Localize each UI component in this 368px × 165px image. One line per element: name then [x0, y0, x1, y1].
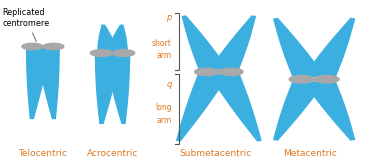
- Ellipse shape: [314, 75, 339, 83]
- Text: Submetacentric: Submetacentric: [179, 149, 251, 158]
- Polygon shape: [274, 80, 323, 140]
- Text: long: long: [155, 103, 172, 112]
- Text: Telocentric: Telocentric: [18, 149, 67, 158]
- Ellipse shape: [22, 43, 43, 50]
- Polygon shape: [305, 18, 354, 79]
- Text: q: q: [167, 80, 172, 89]
- Text: Replicated
centromere: Replicated centromere: [3, 8, 50, 42]
- Ellipse shape: [219, 68, 243, 76]
- Polygon shape: [105, 54, 130, 123]
- Text: Acrocentric: Acrocentric: [87, 149, 138, 158]
- Ellipse shape: [289, 75, 314, 83]
- Polygon shape: [107, 25, 127, 52]
- Ellipse shape: [90, 50, 113, 56]
- Polygon shape: [177, 73, 227, 141]
- Ellipse shape: [43, 43, 64, 50]
- Polygon shape: [95, 54, 120, 123]
- Polygon shape: [98, 25, 118, 52]
- Ellipse shape: [195, 68, 219, 76]
- Polygon shape: [274, 18, 323, 79]
- Polygon shape: [36, 48, 59, 118]
- Polygon shape: [211, 16, 255, 71]
- Polygon shape: [210, 73, 261, 141]
- Polygon shape: [305, 80, 354, 140]
- Text: arm: arm: [157, 51, 172, 60]
- Text: arm: arm: [157, 116, 172, 125]
- Text: p: p: [167, 13, 172, 22]
- Ellipse shape: [113, 50, 135, 56]
- Text: Metacentric: Metacentric: [283, 149, 337, 158]
- Polygon shape: [26, 48, 50, 118]
- Polygon shape: [182, 16, 227, 71]
- Text: short: short: [152, 39, 172, 48]
